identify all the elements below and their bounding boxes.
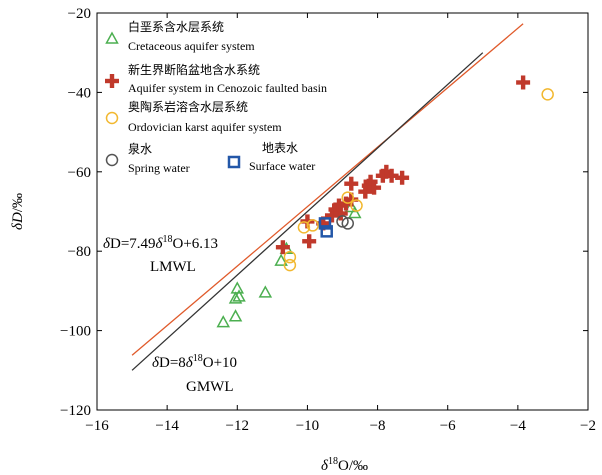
cretaceous-point — [348, 205, 362, 219]
spring-water-point — [341, 217, 355, 230]
x-tick-label: −10 — [296, 418, 319, 434]
surface-water-point — [318, 217, 332, 230]
y-tick-label: −100 — [60, 324, 91, 340]
legend-label-cn: 新生界断陷盆地含水系统 — [128, 62, 260, 77]
x-axis-label: δ18O/‰ — [321, 456, 368, 474]
cenozoic-point-v — [321, 216, 326, 231]
legend-label-en: Aquifer system in Cenozoic faulted basin — [128, 81, 327, 95]
lmwl-label: LMWL — [150, 259, 196, 275]
cenozoic-point-v — [349, 176, 354, 191]
legend-label-en: Surface water — [249, 159, 315, 173]
cenozoic-point — [324, 208, 339, 223]
cretaceous-point — [258, 285, 273, 298]
cenozoic-point — [395, 170, 410, 185]
cenozoic-point — [300, 214, 315, 229]
cenozoic-point — [375, 168, 390, 183]
cenozoic-point-v — [336, 198, 342, 213]
cretaceous-point — [228, 291, 243, 304]
cenozoic-point — [331, 198, 346, 213]
y-axis-label: δD/‰ — [10, 193, 26, 230]
cenozoic-point — [363, 174, 378, 189]
cenozoic-point-v — [329, 208, 335, 223]
cenozoic-point-v — [363, 184, 368, 199]
lmwl-equation: δD=7.49δ18O+6.13 — [103, 234, 218, 252]
ordovician-point — [341, 191, 355, 204]
cretaceous-point — [274, 253, 288, 266]
ordovician-point — [297, 221, 311, 234]
legend-label-cn: 地表水 — [262, 141, 298, 155]
cenozoic-point — [367, 180, 382, 195]
cenozoic-point — [275, 240, 290, 255]
x-tick-label: −2 — [580, 418, 596, 434]
cretaceous-point — [228, 309, 243, 322]
y-tick-label: −20 — [68, 6, 91, 22]
cretaceous-point — [105, 31, 119, 44]
x-tick-label: −4 — [510, 418, 526, 434]
spring-water-point — [336, 215, 349, 228]
legend-label-cn: 白垩系含水层系统 — [128, 19, 224, 34]
y-tick-label: −40 — [68, 85, 91, 101]
cenozoic-point-v — [305, 214, 310, 229]
y-tick-label: −60 — [68, 165, 91, 181]
y-tick-label: −120 — [60, 403, 91, 419]
cenozoic-point-v — [371, 180, 377, 195]
cenozoic-point — [105, 74, 119, 88]
cenozoic-point — [302, 234, 317, 249]
legend-label-cn: 奥陶系岩溶含水层系统 — [128, 99, 248, 114]
cenozoic-point — [384, 168, 399, 183]
cenozoic-point — [328, 202, 343, 217]
gmwl-equation: δD=8δ18O+10 — [152, 353, 237, 371]
gmwl-line — [131, 52, 484, 371]
legend-label-en: Cretaceous aquifer system — [128, 39, 255, 53]
cenozoic-point-v — [280, 240, 286, 255]
legend-label-cn: 泉水 — [128, 142, 152, 156]
ordovician-point — [350, 199, 363, 212]
cretaceous-point — [232, 289, 246, 302]
ordovician-point — [105, 111, 119, 125]
plot-frame — [96, 12, 589, 411]
cenozoic-point-v — [109, 74, 115, 88]
cenozoic-point — [358, 184, 373, 199]
cenozoic-point-v — [306, 234, 312, 249]
surface-water-point — [320, 225, 333, 238]
legend-label-en: Spring water — [128, 161, 190, 175]
gmwl-label: GMWL — [186, 379, 234, 395]
cenozoic-point-v — [399, 170, 405, 185]
x-tick-label: −14 — [155, 418, 179, 434]
cenozoic-point-v — [389, 168, 394, 183]
x-tick-label: −6 — [440, 418, 456, 434]
legend-label-en: Ordovician karst aquifer system — [128, 120, 282, 134]
cenozoic-point-v — [384, 164, 389, 179]
lmwl-line — [131, 23, 524, 356]
cenozoic-point — [344, 176, 359, 191]
surface-water-point — [227, 155, 241, 169]
cenozoic-point-v — [338, 206, 343, 221]
cenozoic-point-v — [349, 192, 354, 207]
ordovician-point — [306, 219, 319, 232]
cenozoic-point — [379, 164, 394, 179]
cenozoic-point — [333, 206, 348, 221]
spring-water-point — [105, 153, 119, 167]
cenozoic-point — [316, 216, 331, 231]
cenozoic-point-v — [333, 202, 338, 217]
ordovician-point — [541, 88, 554, 101]
cenozoic-point — [344, 192, 359, 207]
ordovician-point — [283, 258, 297, 272]
x-tick-label: −12 — [226, 418, 249, 434]
ordovician-point — [283, 250, 297, 264]
x-tick-label: −8 — [370, 418, 386, 434]
cenozoic-point-v — [380, 168, 386, 183]
cenozoic-point-v — [368, 174, 373, 189]
cenozoic-point-v — [520, 75, 526, 90]
y-tick-label: −80 — [68, 244, 91, 260]
cretaceous-point — [216, 315, 231, 328]
cenozoic-point — [516, 75, 531, 90]
x-tick-label: −16 — [85, 418, 109, 434]
cretaceous-point — [230, 281, 245, 294]
cretaceous-point — [344, 199, 359, 213]
